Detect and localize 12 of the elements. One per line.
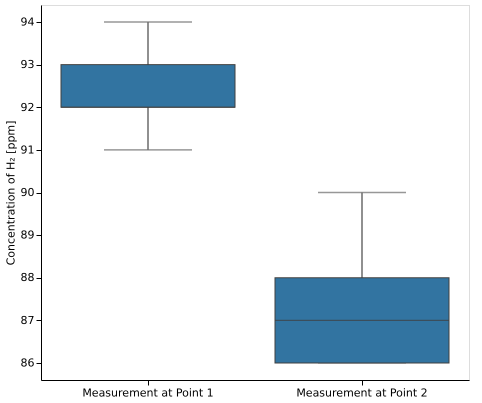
y-tick-label: 89 [20,228,34,242]
y-tick-label: 92 [20,100,34,114]
y-tick-label: 94 [20,16,34,29]
y-tick-label: 86 [20,356,34,370]
y-axis-title: Concentration of H₂ [ppm] [4,120,18,266]
y-tick-label: 91 [20,143,34,156]
y-tick-label: 93 [20,58,34,72]
x-tick-label: Measurement at Point 1 [82,386,214,400]
y-tick-label: 88 [20,271,34,284]
x-tick-label: Measurement at Point 2 [296,386,428,400]
y-tick-label: 90 [20,186,34,199]
y-tick-label: 87 [20,314,34,327]
